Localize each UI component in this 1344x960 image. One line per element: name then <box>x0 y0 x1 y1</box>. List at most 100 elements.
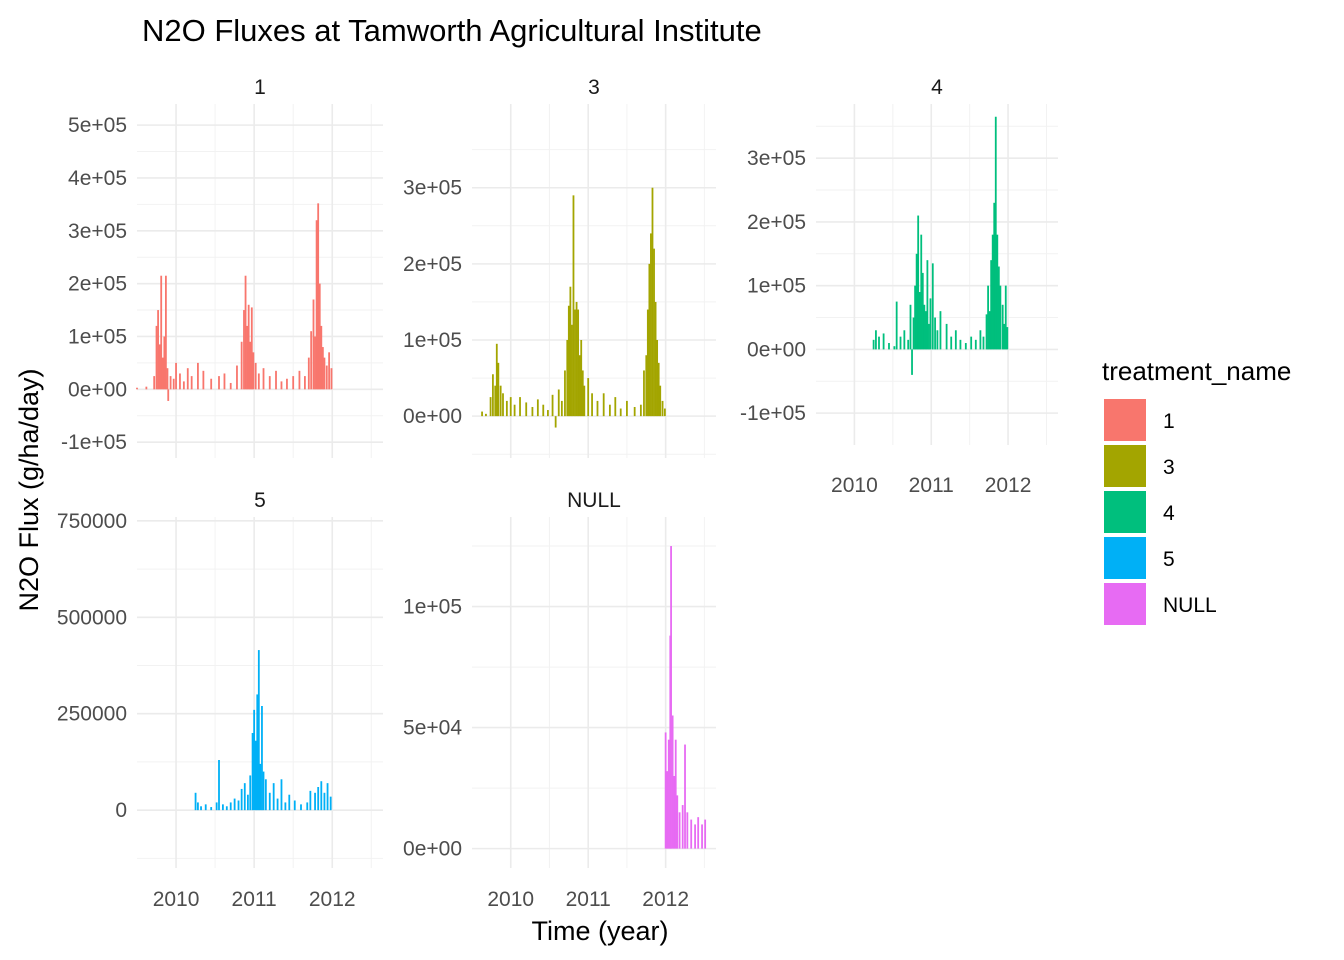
bar <box>292 376 295 390</box>
bar <box>197 802 199 811</box>
facet-strip-label: 3 <box>588 76 600 99</box>
bar <box>557 389 560 417</box>
bar <box>626 400 628 417</box>
bar <box>330 368 333 390</box>
chart-title: N2O Fluxes at Tamworth Agricultural Inst… <box>142 13 762 48</box>
bar <box>914 285 917 350</box>
bar <box>567 305 570 417</box>
bar <box>574 309 576 417</box>
bar <box>643 370 645 417</box>
legend-label: 3 <box>1163 456 1175 479</box>
bar <box>179 373 181 390</box>
bar <box>215 802 218 811</box>
bar <box>182 381 185 390</box>
y-tick-label: 0e+00 <box>747 338 806 361</box>
bar <box>310 331 313 390</box>
bar <box>312 299 315 390</box>
bar <box>329 796 332 811</box>
bar <box>964 343 967 350</box>
bar <box>494 385 497 417</box>
bar <box>571 324 573 417</box>
x-tick-label: 2010 <box>831 474 878 497</box>
bar <box>317 787 320 811</box>
bar <box>236 365 238 390</box>
bar <box>190 376 193 390</box>
bar <box>257 373 260 390</box>
bar <box>551 394 554 417</box>
bar <box>309 790 312 811</box>
bar <box>323 792 326 811</box>
bar <box>985 314 988 350</box>
bar <box>233 798 236 811</box>
bar <box>701 824 703 849</box>
facet-strip-label: 4 <box>931 76 943 99</box>
bar <box>614 397 617 417</box>
bar <box>954 330 957 350</box>
bar <box>999 285 1002 350</box>
bar <box>988 311 991 350</box>
bar <box>895 301 898 350</box>
bar <box>681 805 684 849</box>
bar <box>320 781 323 811</box>
bar <box>945 323 948 350</box>
bar <box>293 800 296 811</box>
x-tick-label: 2011 <box>232 888 277 911</box>
x-tick-label: 2011 <box>909 474 954 497</box>
bar <box>921 272 924 350</box>
bar <box>875 330 877 350</box>
bar <box>923 304 926 350</box>
y-tick-label: 1e+05 <box>403 329 462 352</box>
bar <box>223 373 226 390</box>
y-tick-label: 3e+05 <box>747 147 806 170</box>
panel-3: 3 0e+00 1e+05 2e+05 3e+05 <box>403 76 716 458</box>
bar <box>250 307 253 390</box>
bar <box>587 378 590 417</box>
bar <box>229 802 232 811</box>
bar <box>244 275 247 390</box>
bar <box>254 362 257 390</box>
bar <box>646 309 649 417</box>
bar <box>284 802 287 811</box>
y-axis-title: N2O Flux (g/ha/day) <box>14 368 44 611</box>
bar <box>645 355 648 417</box>
bar <box>253 709 256 811</box>
bar <box>257 650 260 811</box>
bar <box>580 340 583 417</box>
bar <box>158 344 161 390</box>
legend-swatch <box>1104 399 1146 441</box>
bar <box>657 362 660 417</box>
bar <box>1006 327 1009 350</box>
bar <box>145 386 148 390</box>
bar <box>246 325 249 390</box>
x-tick-label: 2012 <box>309 888 356 911</box>
bar <box>243 783 246 811</box>
bar <box>167 389 170 401</box>
bar <box>929 298 932 350</box>
bar <box>163 336 166 390</box>
bar <box>926 260 929 350</box>
bar <box>596 400 599 417</box>
x-tick-label: 2010 <box>487 888 534 911</box>
y-tick-label: 2e+05 <box>747 211 806 234</box>
bar <box>591 393 593 417</box>
bar <box>320 325 323 390</box>
bar <box>306 802 309 811</box>
y-tick-label: 1e+05 <box>747 275 806 298</box>
bar <box>210 807 213 811</box>
legend-items: 1 3 4 5 NULL <box>1104 399 1217 625</box>
bar <box>882 333 885 350</box>
bar <box>489 397 492 417</box>
bar <box>678 812 681 849</box>
bar <box>554 416 557 428</box>
bar <box>674 739 677 849</box>
bar <box>155 325 158 390</box>
legend-swatch <box>1104 583 1146 625</box>
bar <box>326 783 329 811</box>
bar <box>690 819 693 849</box>
bar <box>513 404 516 417</box>
legend-label: 5 <box>1163 548 1175 571</box>
bar <box>564 370 566 417</box>
bar <box>928 323 930 350</box>
bar <box>300 804 302 811</box>
bar <box>194 792 197 811</box>
